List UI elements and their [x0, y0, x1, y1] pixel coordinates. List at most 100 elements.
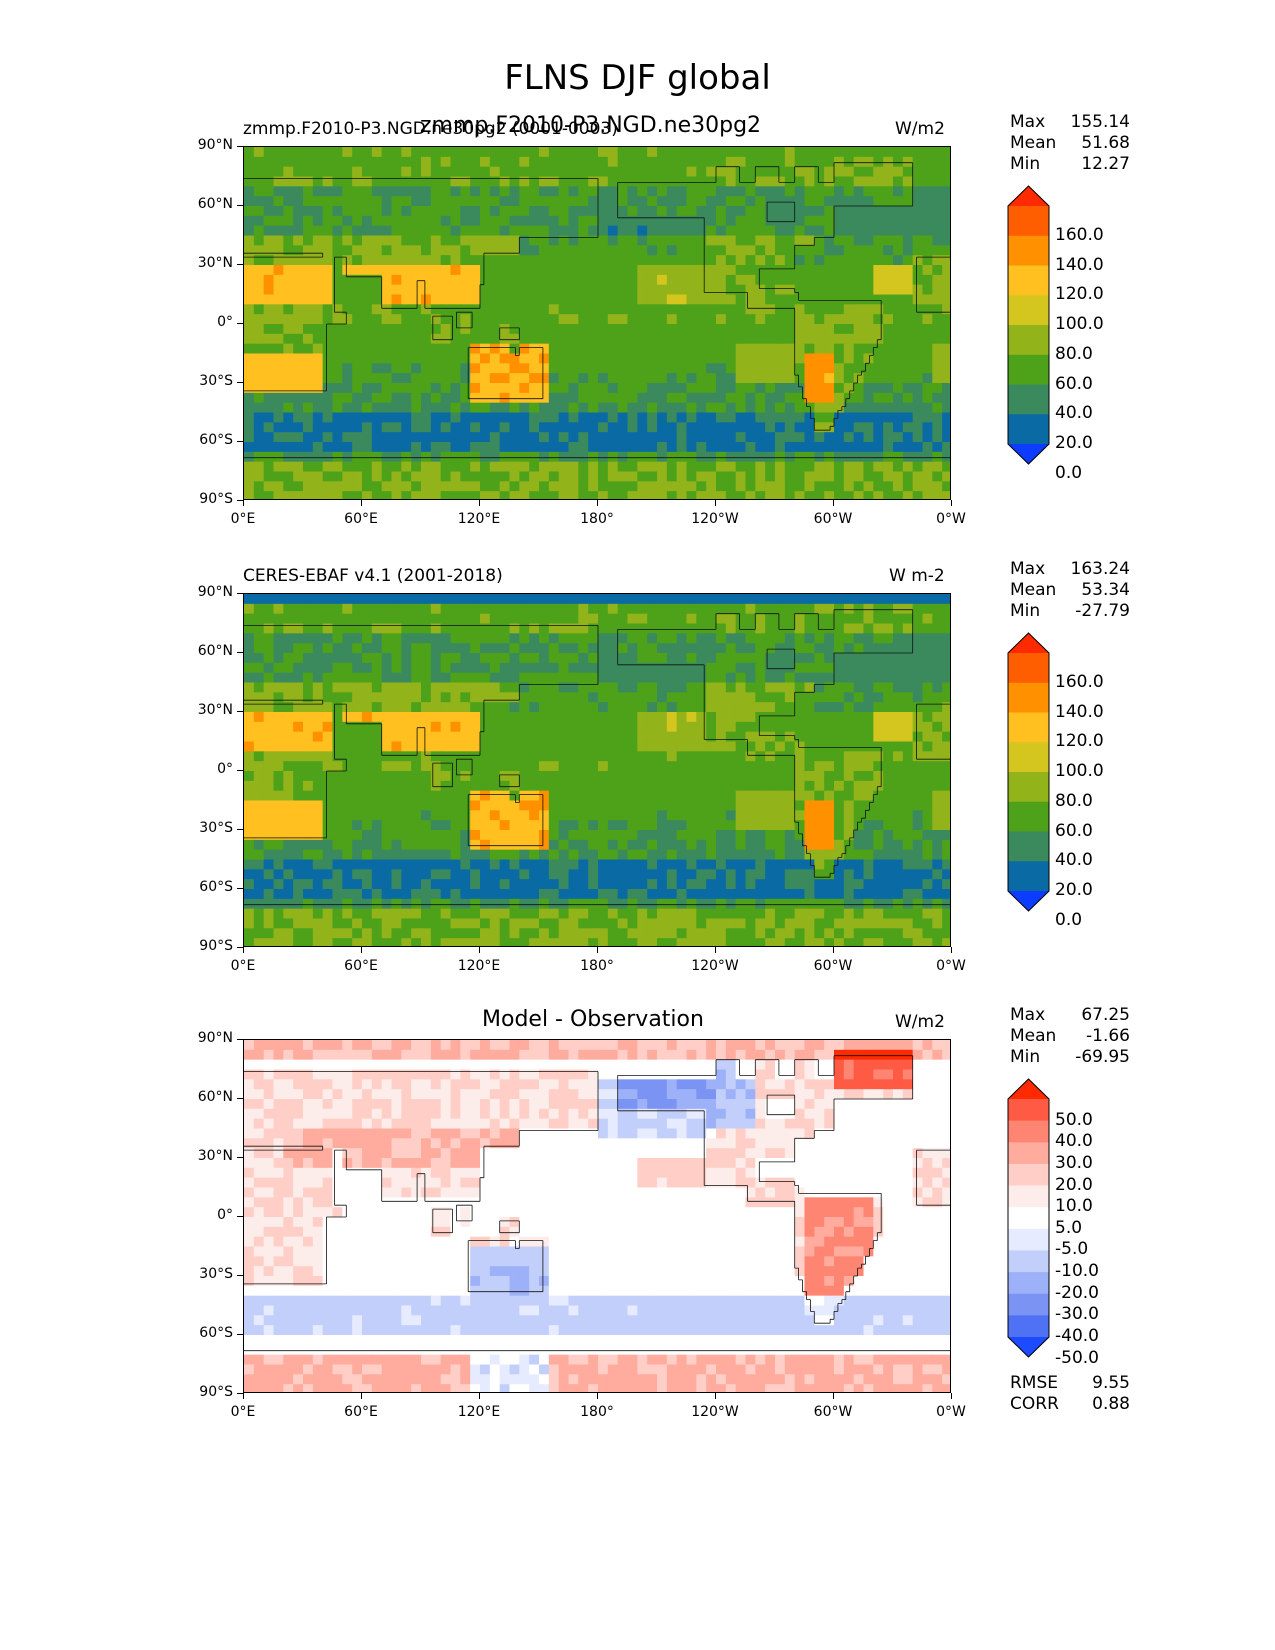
field-cell	[460, 215, 471, 227]
field-cell	[401, 481, 412, 492]
field-cell	[745, 176, 756, 187]
field-cell	[902, 761, 914, 772]
field-cell	[303, 461, 314, 473]
field-cell	[745, 771, 756, 782]
field-cell	[666, 215, 678, 227]
field-cell	[735, 481, 747, 492]
field-cell	[784, 481, 796, 492]
field-cell	[873, 800, 884, 811]
field-cell	[273, 225, 284, 237]
field-cell	[352, 603, 363, 615]
field-cell	[499, 790, 511, 802]
field-cell	[843, 830, 855, 841]
field-cell	[794, 265, 806, 276]
field-cell	[578, 712, 589, 723]
field-cell	[666, 274, 678, 286]
field-cell	[460, 751, 471, 762]
field-cell	[883, 800, 894, 811]
field-cell	[647, 402, 658, 414]
field-cell	[932, 392, 943, 404]
field-cell	[430, 176, 442, 187]
field-cell	[814, 481, 825, 492]
field-cell	[873, 353, 884, 364]
field-cell	[371, 662, 383, 674]
field-cell	[283, 166, 294, 178]
field-cell	[902, 898, 914, 910]
field-cell	[755, 491, 766, 499]
field-cell	[460, 166, 471, 178]
field-cell	[607, 481, 619, 492]
field-cell	[460, 810, 471, 821]
field-cell	[273, 761, 284, 772]
field-cell	[303, 491, 314, 499]
field-cell	[332, 235, 343, 246]
field-cell	[617, 692, 629, 703]
field-cell	[804, 810, 815, 821]
field-cell	[411, 662, 422, 674]
field-cell	[853, 255, 865, 266]
field-cell	[342, 186, 353, 197]
lat-tick-mark	[237, 263, 243, 265]
field-cell	[519, 196, 530, 207]
field-cell	[273, 166, 284, 178]
field-cell	[647, 898, 658, 910]
field-cell	[863, 712, 874, 723]
field-cell	[893, 245, 904, 256]
field-cell	[824, 623, 835, 634]
field-cell	[834, 392, 845, 404]
field-cell	[922, 810, 933, 821]
field-cell	[834, 196, 845, 207]
field-cell	[824, 274, 835, 286]
field-cell	[283, 176, 294, 187]
field-cell	[263, 869, 275, 880]
field-cell	[430, 392, 442, 404]
field-cell	[430, 594, 442, 605]
field-cell	[676, 461, 688, 473]
field-cell	[676, 333, 688, 345]
field-cell	[666, 235, 678, 246]
field-cell	[617, 889, 629, 900]
field-cell	[814, 741, 825, 752]
field-cell	[352, 751, 363, 762]
field-cell	[283, 712, 294, 723]
field-cell	[883, 147, 894, 158]
field-cell	[912, 255, 924, 266]
field-cell	[706, 702, 717, 713]
field-cell	[401, 712, 412, 723]
field-cell	[794, 682, 806, 693]
field-cell	[883, 353, 894, 364]
field-cell	[942, 166, 950, 178]
field-cell	[391, 166, 402, 178]
field-cell	[607, 451, 619, 463]
field-cell	[499, 314, 511, 325]
field-cell	[824, 461, 835, 473]
field-cell	[352, 800, 363, 811]
field-cell	[942, 780, 950, 792]
field-cell	[902, 481, 914, 492]
field-cell	[716, 623, 727, 634]
field-cell	[588, 889, 599, 900]
field-cell	[824, 255, 835, 266]
field-cell	[558, 383, 570, 394]
field-cell	[912, 800, 924, 811]
field-cell	[371, 392, 383, 404]
field-cell	[725, 751, 737, 762]
field-cell	[391, 889, 402, 900]
field-cell	[312, 879, 324, 890]
field-cell	[775, 859, 786, 870]
field-cell	[293, 373, 304, 384]
field-cell	[863, 702, 874, 713]
field-cell	[735, 692, 747, 703]
field-cell	[381, 196, 393, 207]
field-cell	[607, 284, 619, 296]
field-cell	[932, 235, 943, 246]
field-cell	[843, 771, 855, 782]
field-cell	[421, 471, 432, 482]
field-cell	[421, 147, 432, 158]
field-cell	[657, 363, 668, 374]
field-cell	[627, 274, 638, 286]
field-cell	[863, 412, 874, 423]
field-cell	[253, 422, 265, 433]
field-cell	[293, 314, 304, 325]
field-cell	[725, 186, 737, 197]
